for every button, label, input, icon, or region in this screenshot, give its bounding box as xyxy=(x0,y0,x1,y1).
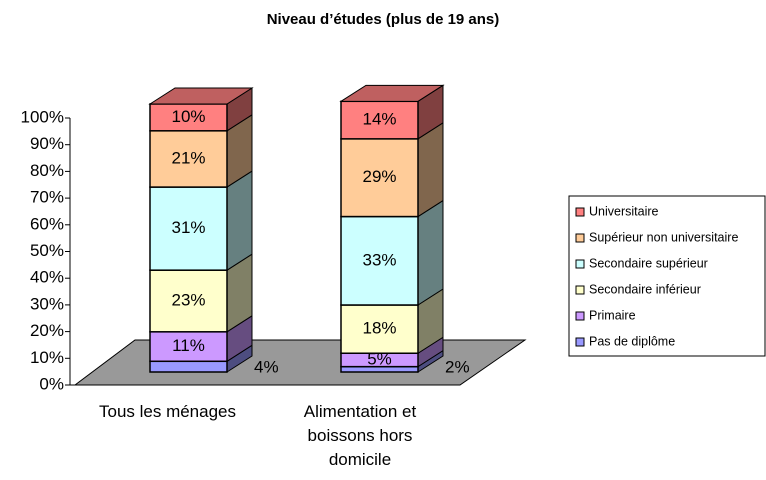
y-tick-label: 90% xyxy=(30,134,64,153)
bar xyxy=(149,360,228,373)
legend-label: Universitaire xyxy=(589,204,659,218)
y-tick-label: 30% xyxy=(30,294,64,313)
y-tick-label: 40% xyxy=(30,268,64,287)
data-label: 21% xyxy=(171,148,205,167)
y-tick-label: 10% xyxy=(30,348,64,367)
data-label: 14% xyxy=(362,110,396,129)
data-label: 31% xyxy=(171,218,205,237)
bar-side xyxy=(226,170,253,272)
y-tick-label: 80% xyxy=(30,161,64,180)
bar-side xyxy=(417,199,444,306)
y-tick-label: 70% xyxy=(30,188,64,207)
bar xyxy=(149,130,228,188)
data-label: 33% xyxy=(362,250,396,269)
x-tick-label: Tous les ménages xyxy=(98,402,237,421)
bar xyxy=(340,138,419,218)
bar-top xyxy=(148,87,254,105)
legend-swatch xyxy=(575,311,585,321)
y-tick-label: 20% xyxy=(30,321,64,340)
data-label: 18% xyxy=(362,319,396,338)
y-tick-label: 0% xyxy=(39,374,64,393)
legend-swatch xyxy=(575,337,585,347)
data-label: 2% xyxy=(445,357,470,376)
legend-swatch xyxy=(575,259,585,269)
data-label: 23% xyxy=(171,290,205,309)
data-label: 5% xyxy=(367,349,392,368)
y-tick-label: 60% xyxy=(30,214,64,233)
data-label: 11% xyxy=(172,336,205,355)
legend-label: Primaire xyxy=(589,308,636,322)
legend-label: Pas de diplôme xyxy=(589,334,675,348)
bar xyxy=(149,186,228,271)
bar xyxy=(340,100,419,140)
legend-swatch xyxy=(575,233,585,243)
bar-top xyxy=(339,84,445,102)
data-label: 4% xyxy=(254,357,279,376)
data-label: 29% xyxy=(362,167,396,186)
bar xyxy=(340,215,419,306)
y-tick-label: 100% xyxy=(21,107,64,126)
legend-label: Supérieur non universitaire xyxy=(589,230,738,244)
legend-swatch xyxy=(575,207,585,217)
bar xyxy=(149,103,228,132)
y-tick-label: 50% xyxy=(30,241,64,260)
bar xyxy=(149,331,228,363)
legend-box xyxy=(568,195,766,357)
legend-label: Secondaire inférieur xyxy=(589,282,701,296)
legend-swatch xyxy=(575,285,585,295)
data-label: 10% xyxy=(171,107,205,126)
legend-label: Secondaire supérieur xyxy=(589,256,708,270)
x-tick-label: Alimentation et boissons hors domicile xyxy=(303,402,417,469)
bar xyxy=(149,269,228,333)
chart-title: Niveau d’études (plus de 19 ans) xyxy=(267,11,500,28)
